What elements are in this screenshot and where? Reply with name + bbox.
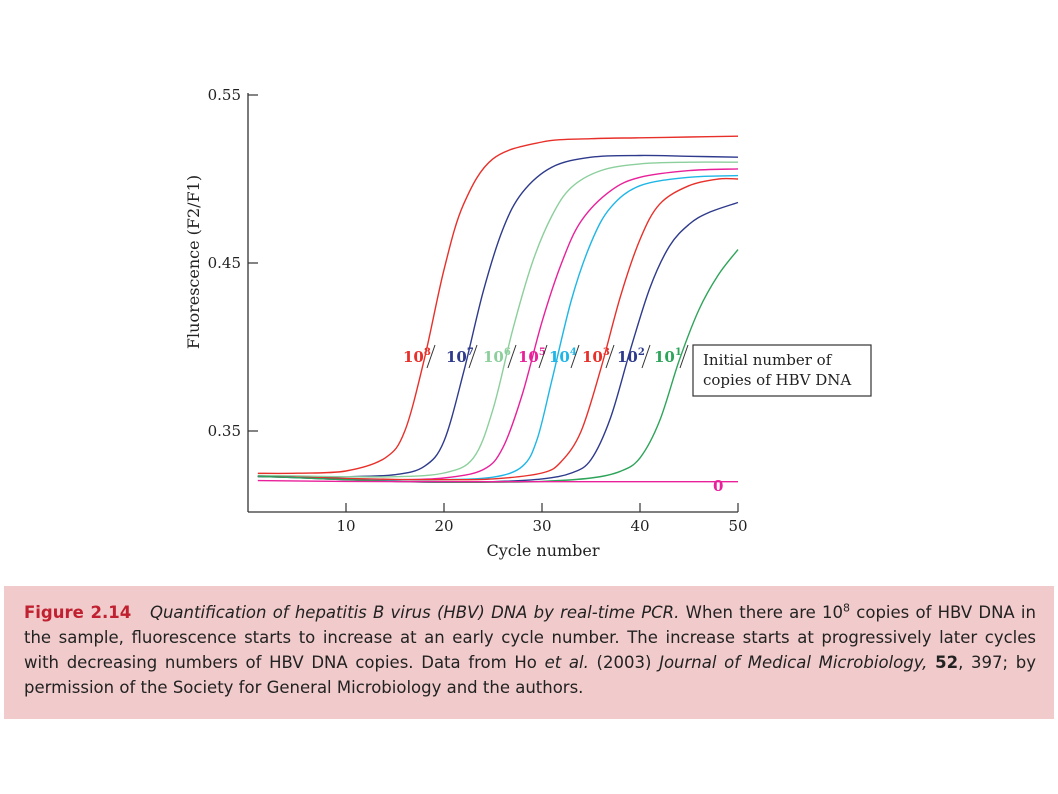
series-label: 101 bbox=[654, 347, 682, 366]
label-separator bbox=[538, 344, 548, 369]
curve-10-6 bbox=[257, 161, 739, 478]
y-axis-title: Fluorescence (F2/F1) bbox=[184, 175, 203, 349]
figure-label: Figure 2.14 bbox=[24, 603, 132, 622]
series-label: 105 bbox=[518, 347, 546, 366]
caption-volume: 52 bbox=[935, 653, 959, 672]
series-label: 107 bbox=[446, 347, 474, 366]
series-label: 108 bbox=[403, 347, 431, 366]
label-separator bbox=[679, 344, 689, 369]
series-label: 106 bbox=[483, 347, 511, 366]
pcr-amplification-chart: 10 20 30 40 500.350.450.55 108 107 106 105 104 10… bbox=[184, 86, 872, 560]
series-labels: 108 107 106 105 104 103 102 101 0 bbox=[403, 344, 723, 495]
annotation-line-2: copies of HBV DNA bbox=[703, 371, 851, 389]
figure-caption: Figure 2.14 Quantification of hepatitis … bbox=[4, 586, 1054, 719]
x-axis-title: Cycle number bbox=[486, 541, 599, 560]
curve-10-1 bbox=[257, 249, 739, 484]
x-tick-label: 40 bbox=[630, 517, 649, 535]
caption-text-3: (2003) bbox=[596, 653, 652, 672]
caption-text-2: copies of HBV DNA in the sample, fluores… bbox=[24, 603, 1036, 672]
axes: 10 20 30 40 500.350.450.55 bbox=[208, 86, 748, 535]
y-tick-label: 0.35 bbox=[208, 422, 241, 440]
label-separator bbox=[570, 344, 580, 369]
curve-10-8 bbox=[257, 135, 739, 475]
caption-et-al: et al. bbox=[544, 653, 589, 672]
series-label: 102 bbox=[617, 347, 645, 366]
figure-title: Quantification of hepatitis B virus (HBV… bbox=[149, 603, 680, 622]
annotation-line-1: Initial number of bbox=[703, 351, 833, 369]
y-tick-label: 0.45 bbox=[208, 254, 241, 272]
caption-text-4: , 397; by permission of the Society for … bbox=[24, 653, 1036, 697]
label-separator bbox=[605, 344, 615, 369]
amplification-curves bbox=[257, 135, 739, 484]
curve-10-4 bbox=[257, 174, 739, 481]
x-tick-label: 30 bbox=[532, 517, 551, 535]
label-separator bbox=[426, 344, 436, 369]
label-separator bbox=[507, 344, 517, 369]
caption-text-1: When there are 10 bbox=[685, 603, 844, 622]
caption-journal: Journal of Medical Microbiology, bbox=[659, 653, 928, 672]
series-label: 103 bbox=[582, 347, 610, 366]
annotation-box: Initial number of copies of HBV DNA bbox=[692, 344, 872, 397]
curve-10-3 bbox=[257, 177, 739, 481]
curve-0 bbox=[257, 479, 738, 483]
label-separator bbox=[641, 344, 651, 369]
curve-10-5 bbox=[257, 168, 739, 481]
y-tick-label: 0.55 bbox=[208, 86, 241, 104]
x-tick-label: 10 bbox=[336, 517, 355, 535]
x-tick-label: 50 bbox=[728, 517, 747, 535]
series-label: 104 bbox=[549, 347, 577, 366]
series-label: 0 bbox=[713, 477, 723, 495]
curve-10-7 bbox=[257, 154, 739, 478]
caption-superscript: 8 bbox=[843, 601, 851, 615]
x-tick-label: 20 bbox=[434, 517, 453, 535]
label-separator bbox=[468, 344, 478, 369]
